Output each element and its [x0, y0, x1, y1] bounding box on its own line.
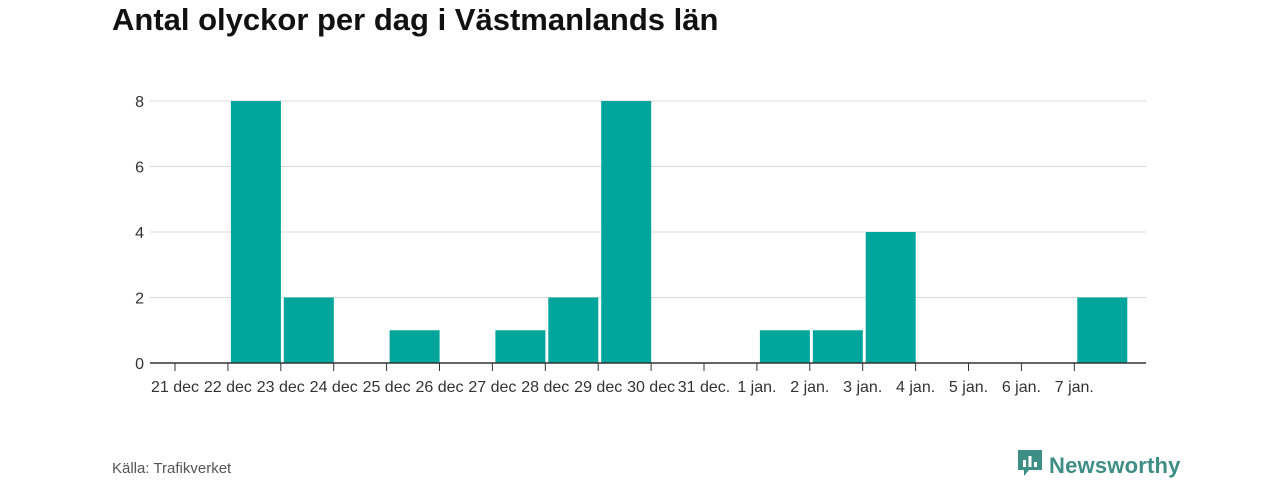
x-tick-label: 24 dec [310, 379, 358, 396]
y-tick-label: 4 [135, 225, 144, 242]
y-tick-label: 8 [135, 94, 144, 111]
bars [230, 101, 1128, 363]
x-tick-label: 31 dec. [678, 379, 730, 396]
bar [230, 101, 281, 363]
bar [812, 330, 863, 363]
chart-title: Antal olyckor per dag i Västmanlands län [112, 2, 719, 37]
x-tick-label: 28 dec [521, 379, 569, 396]
x-tick-label: 2 jan. [790, 379, 829, 396]
axes: 0 2 4 6 8 21 dec 22 dec 23 dec 24 dec 25 dec 26 de… [135, 94, 1146, 396]
x-tick-label: 29 dec [574, 379, 622, 396]
x-tick-label: 23 dec [257, 379, 305, 396]
x-tick-label: 7 jan. [1055, 379, 1094, 396]
newsworthy-logo-icon [1018, 450, 1042, 481]
x-tick-label: 4 jan. [896, 379, 935, 396]
source-note: Källa: Trafikverket [112, 460, 232, 477]
brand-name: Newsworthy [1049, 452, 1181, 478]
x-tick-label: 1 jan. [737, 379, 776, 396]
bar [548, 297, 599, 363]
x-tick-label: 27 dec [468, 379, 516, 396]
bar [759, 330, 810, 363]
bar [601, 101, 652, 363]
bar [389, 330, 440, 363]
bar [865, 232, 916, 363]
x-tick-label: 5 jan. [949, 379, 988, 396]
y-tick-label: 2 [135, 291, 144, 308]
bar [283, 297, 334, 363]
x-tick-label: 25 dec [363, 379, 411, 396]
bar [495, 330, 546, 363]
x-tick-label: 3 jan. [843, 379, 882, 396]
brand-logo[interactable]: Newsworthy [1018, 450, 1181, 481]
x-tick-label: 26 dec [415, 379, 463, 396]
y-tick-label: 0 [135, 356, 144, 373]
x-tick-label: 22 dec [204, 379, 252, 396]
y-tick-label: 6 [135, 160, 144, 177]
x-tick-label: 6 jan. [1002, 379, 1041, 396]
x-tick-label: 30 dec [627, 379, 675, 396]
x-tick-label: 21 dec [151, 379, 199, 396]
bar [1077, 297, 1128, 363]
